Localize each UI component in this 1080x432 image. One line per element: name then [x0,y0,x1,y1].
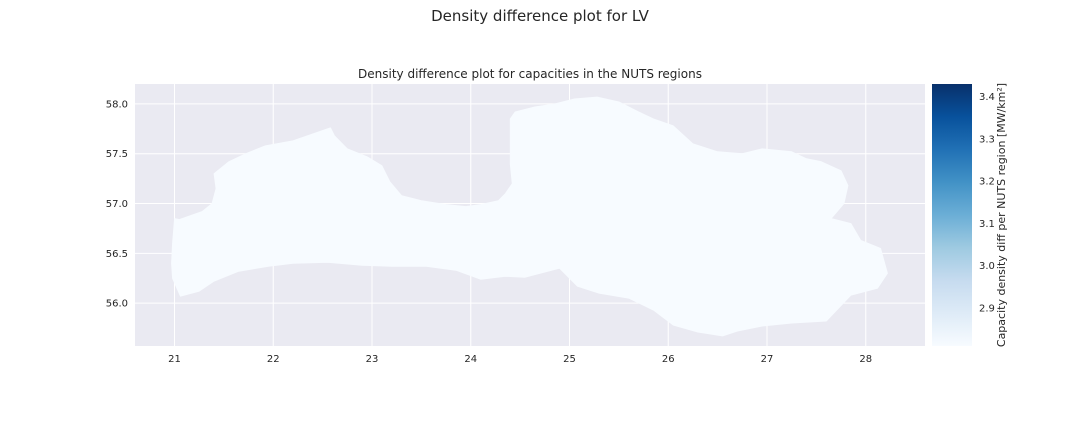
region-lv [171,96,888,337]
x-tick-label: 22 [267,354,280,365]
x-tick-label: 24 [464,354,477,365]
map-title: Density difference plot for capacities i… [358,67,702,81]
y-tick-label: 57.5 [106,149,128,160]
colorbar-tick-label: 3.1 [979,219,995,230]
colorbar-tick-label: 3.0 [979,261,995,272]
map-axes: 21 22 23 24 25 26 27 28 56.0 56.5 57.0 57.5 58.0 Dens… [106,67,925,365]
colorbar-tick-label: 3.2 [979,177,995,188]
y-tick-label: 57.0 [106,199,128,210]
figure-suptitle: Density difference plot for LV [431,7,649,25]
x-tick-label: 26 [662,354,675,365]
y-tick-label: 56.0 [106,299,128,310]
x-tick-label: 23 [366,354,379,365]
colorbar-tick-label: 3.3 [979,134,995,145]
x-tick-label: 28 [859,354,872,365]
colorbar-scale [932,84,972,346]
colorbar: 2.9 3.0 3.1 3.2 3.3 3.4 Capacity density diff … [932,83,1008,347]
x-tick-label: 27 [761,354,774,365]
x-tick-label: 25 [563,354,576,365]
colorbar-tick-label: 2.9 [979,303,995,314]
y-tick-label: 56.5 [106,249,128,260]
y-tick-label: 58.0 [106,99,128,110]
colorbar-label: Capacity density diff per NUTS region [M… [995,83,1008,347]
x-tick-label: 21 [168,354,181,365]
colorbar-tick-label: 3.4 [979,92,995,103]
